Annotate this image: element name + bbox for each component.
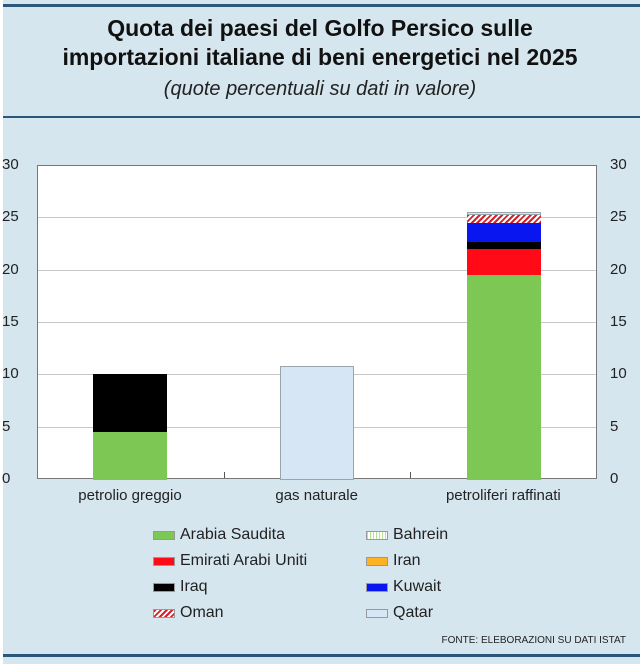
- y-tick-right: 0: [610, 470, 619, 487]
- y-tick-right: 15: [610, 313, 627, 330]
- bar-segment-emirati-arabi-uniti: [466, 248, 541, 275]
- legend-label: Iraq: [180, 578, 208, 595]
- bar-segment-qatar: [466, 212, 541, 216]
- legend-label: Bahrein: [393, 526, 449, 543]
- y-tick-right: 5: [610, 417, 619, 435]
- legend-item: Bahrein: [366, 525, 448, 545]
- bar-segment-iraq: [93, 374, 168, 432]
- y-tick-left: 10: [2, 365, 19, 383]
- legend-label: Qatar: [393, 604, 434, 621]
- legend-item: Qatar: [366, 603, 433, 623]
- gridline: [38, 217, 596, 219]
- title-line-2: importazioni italiane di beni energetici…: [62, 44, 578, 70]
- legend-label: Oman: [180, 604, 224, 621]
- y-tick-left: 15: [2, 313, 19, 330]
- bar-segment-iraq: [466, 242, 541, 249]
- plot-area: [37, 165, 597, 480]
- legend-item: Emirati Arabi Uniti: [153, 551, 307, 571]
- y-tick-right: 20: [610, 260, 627, 278]
- legend-item: Arabia Saudita: [153, 525, 285, 545]
- y-tick-right: 10: [610, 365, 627, 383]
- title-line-1: Quota dei paesi del Golfo Persico sulle: [107, 15, 533, 41]
- bar-segment-qatar: [280, 365, 354, 480]
- legend-swatch-icon: [153, 608, 175, 618]
- bar-segment-oman: [466, 215, 541, 223]
- bar-petrolio-greggio: [93, 166, 168, 480]
- y-tick-left: 25: [2, 208, 19, 226]
- chart-subtitle: (quote percentuali su dati in valore): [163, 78, 477, 100]
- legend-label: Iran: [393, 552, 421, 569]
- x-tick: [410, 472, 412, 478]
- header-separator: [3, 116, 640, 118]
- y-tick-left: 30: [2, 156, 19, 173]
- y-tick-right: 25: [610, 208, 627, 226]
- bar-segment-kuwait: [466, 222, 541, 243]
- legend-swatch-icon: [153, 530, 175, 540]
- legend-item: Kuwait: [366, 577, 441, 597]
- legend-label: Emirati Arabi Uniti: [180, 552, 308, 569]
- legend-swatch-icon: [153, 582, 175, 592]
- chart-title: Quota dei paesi del Golfo Persico sulle …: [0, 14, 640, 72]
- legend-swatch-icon: [366, 530, 388, 540]
- source-note: FONTE: ELEBORAZIONI SU DATI ISTAT: [441, 635, 626, 646]
- x-label: gas naturale: [275, 487, 358, 504]
- legend-swatch-icon: [366, 582, 388, 592]
- bottom-rule: [3, 654, 640, 657]
- y-tick-left: 0: [2, 470, 11, 487]
- legend-item: Iran: [366, 551, 421, 571]
- legend-swatch-icon: [366, 556, 388, 566]
- legend-label: Kuwait: [393, 578, 442, 595]
- y-tick-right: 30: [610, 156, 627, 173]
- legend-label: Arabia Saudita: [180, 526, 285, 543]
- legend-swatch-icon: [153, 556, 175, 566]
- x-label: petrolio greggio: [78, 487, 182, 504]
- legend-item: Oman: [153, 603, 224, 623]
- gridline: [38, 269, 596, 271]
- legend-item: Iraq: [153, 577, 208, 597]
- y-tick-left: 20: [2, 260, 19, 278]
- bar-petroliferi-raffinati: [466, 166, 541, 480]
- x-label: petroliferi raffinati: [445, 487, 561, 504]
- gridline: [38, 322, 596, 323]
- bar-gas-naturale: [280, 166, 354, 480]
- legend-swatch-icon: [366, 608, 388, 618]
- y-tick-left: 5: [2, 417, 11, 435]
- bar-segment-arabia-saudita: [93, 431, 168, 480]
- bar-segment-arabia-saudita: [466, 274, 541, 480]
- top-rule: [3, 4, 640, 7]
- x-tick: [223, 472, 225, 478]
